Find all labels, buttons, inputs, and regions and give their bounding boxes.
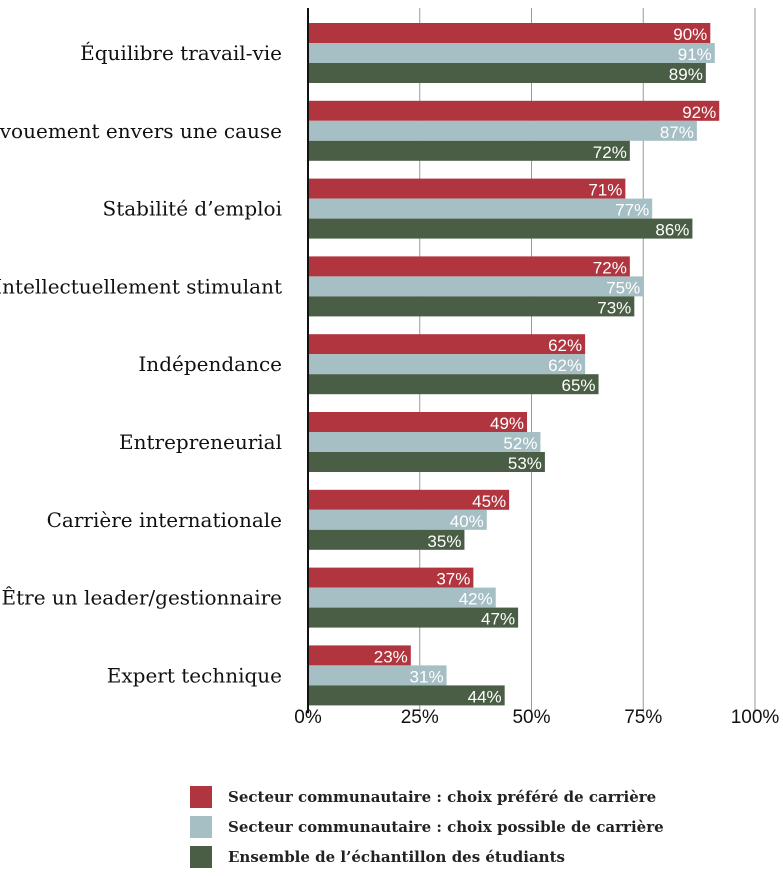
x-tick-labels: 0% 25% 50% 75% 100% — [294, 707, 779, 728]
x-tick-label: 25% — [401, 707, 439, 728]
data-label: 72% — [593, 258, 627, 277]
data-label: 89% — [669, 65, 703, 84]
bar — [308, 218, 693, 239]
data-label: 65% — [562, 376, 596, 395]
legend-swatch — [190, 786, 212, 808]
bar — [308, 256, 630, 277]
data-label: 45% — [472, 492, 506, 511]
bar — [308, 198, 653, 219]
bar — [308, 607, 519, 628]
bar — [308, 178, 626, 199]
data-label: 87% — [660, 123, 694, 142]
bar — [308, 645, 411, 666]
bar-chart: 90%91%89%92%87%72%71%77%86%72%75%73%62%6… — [0, 8, 779, 728]
bar — [308, 665, 447, 686]
bar — [308, 509, 487, 530]
data-label: 77% — [615, 201, 649, 220]
category-labels: Équilibre travail-vie Dévouement envers u… — [0, 41, 282, 687]
category-label: Carrière internationale — [47, 508, 282, 532]
x-tick-label: 50% — [512, 707, 550, 728]
bar — [308, 100, 720, 121]
category-label: Dévouement envers une cause — [0, 119, 282, 143]
data-label: 31% — [410, 667, 444, 686]
data-label: 62% — [548, 356, 582, 375]
bar — [308, 432, 541, 452]
category-label: Entrepreneurial — [119, 430, 282, 454]
x-tick-label: 100% — [731, 707, 780, 728]
bar — [308, 489, 510, 510]
data-label: 52% — [503, 434, 537, 453]
bar — [308, 587, 496, 608]
bar — [308, 567, 474, 588]
bar — [308, 140, 630, 161]
data-label: 62% — [548, 336, 582, 355]
bar — [308, 296, 635, 317]
bar — [308, 43, 715, 63]
bar — [308, 334, 586, 355]
data-label: 72% — [593, 143, 627, 162]
legend-item: Secteur communautaire : choix préféré de… — [190, 782, 664, 812]
bar — [308, 374, 599, 395]
bar — [308, 276, 644, 297]
data-label: 37% — [436, 570, 470, 589]
bar — [308, 63, 706, 83]
category-label: Stabilité d’emploi — [103, 197, 282, 221]
category-label: Équilibre travail-vie — [80, 41, 282, 65]
x-tick-label: 75% — [624, 707, 662, 728]
data-label: 40% — [450, 512, 484, 531]
x-tick-label: 0% — [294, 707, 322, 728]
legend-label: Secteur communautaire : choix préféré de… — [228, 788, 657, 806]
data-label: 47% — [481, 610, 515, 629]
bar — [308, 412, 528, 432]
bar — [308, 120, 697, 141]
legend-swatch — [190, 846, 212, 868]
bar — [308, 23, 711, 43]
bar — [308, 685, 505, 706]
category-label: Intellectuellement stimulant — [0, 274, 282, 298]
data-label: 53% — [508, 454, 542, 473]
category-label: Expert technique — [107, 663, 282, 687]
legend-item: Secteur communautaire : choix possible d… — [190, 812, 664, 842]
data-label: 86% — [655, 221, 689, 240]
bar — [308, 529, 465, 550]
category-label: Être un leader/gestionnaire — [2, 586, 282, 610]
data-label: 35% — [427, 532, 461, 551]
category-label: Indépendance — [138, 352, 282, 376]
data-label: 75% — [606, 278, 640, 297]
data-label: 71% — [588, 181, 622, 200]
legend-swatch — [190, 816, 212, 838]
data-label: 90% — [673, 25, 707, 44]
bar — [308, 452, 545, 472]
data-label: 42% — [459, 590, 493, 609]
data-label: 49% — [490, 414, 524, 433]
legend-item: Ensemble de l’échantillon des étudiants — [190, 842, 664, 872]
data-label: 44% — [468, 687, 502, 706]
data-label: 23% — [374, 647, 408, 666]
data-labels: 90%91%89%92%87%72%71%77%86%72%75%73%62%6… — [374, 25, 716, 706]
data-label: 91% — [678, 45, 712, 64]
data-label: 92% — [682, 103, 716, 122]
data-label: 73% — [597, 298, 631, 317]
legend: Secteur communautaire : choix préféré de… — [190, 782, 664, 872]
bars — [308, 23, 720, 706]
legend-label: Ensemble de l’échantillon des étudiants — [228, 848, 565, 866]
bar — [308, 354, 586, 375]
legend-label: Secteur communautaire : choix possible d… — [228, 818, 664, 836]
